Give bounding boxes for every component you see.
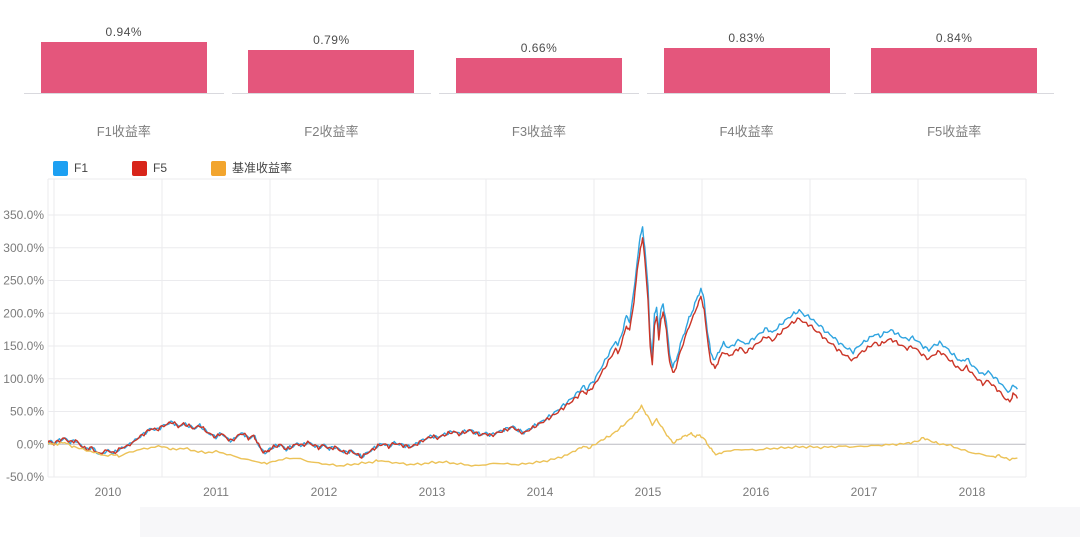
legend-label-f1: F1	[74, 161, 89, 175]
bar-panel: 0.84% F5收益率	[850, 0, 1058, 150]
legend-label-f5: F5	[153, 161, 168, 175]
x-axis-tick: 2010	[95, 485, 122, 499]
bar-panel: 0.83% F4收益率	[643, 0, 851, 150]
y-axis-tick: 200.0%	[3, 306, 44, 320]
legend-swatch-f5	[132, 161, 148, 176]
y-axis-tick: -50.0%	[6, 470, 44, 484]
bar-category-label: F3收益率	[511, 124, 567, 139]
y-axis-tick: 150.0%	[3, 339, 44, 353]
return-bar[interactable]	[455, 57, 622, 94]
y-axis-tick: 100.0%	[3, 372, 44, 386]
series-line-benchmark	[48, 404, 1018, 467]
bar-value-label: 0.79%	[313, 33, 350, 48]
bar-value-label: 0.84%	[935, 30, 973, 45]
bar-axis-line	[231, 93, 432, 94]
bar-axis-line	[854, 93, 1054, 94]
bar-panel: 0.79% F2收益率	[228, 0, 436, 150]
line-chart-legend: F1 F5 基准收益率	[53, 161, 336, 176]
bar-axis-line	[646, 93, 847, 94]
bottom-strip	[140, 507, 1080, 537]
y-axis-tick: 50.0%	[10, 405, 44, 419]
y-axis-tick: 250.0%	[3, 274, 44, 288]
x-axis-tick: 2013	[419, 485, 446, 499]
legend-swatch-f1	[53, 161, 68, 176]
bar-category-label: F5收益率	[927, 124, 982, 139]
bar-panel: 0.94% F1收益率	[20, 0, 228, 150]
bar-value-label: 0.66%	[520, 40, 558, 55]
return-bar[interactable]	[248, 50, 415, 94]
x-axis-tick: 2016	[743, 485, 770, 499]
series-line-f5	[48, 237, 1019, 459]
legend-item-f1[interactable]: F1	[53, 161, 88, 176]
return-bar[interactable]	[871, 47, 1038, 94]
bar-category-label: F1收益率	[96, 124, 151, 139]
y-axis-tick: 0.0%	[17, 437, 45, 451]
return-bar[interactable]	[663, 48, 830, 94]
return-bar[interactable]	[40, 42, 207, 94]
bar-value-label: 0.94%	[105, 25, 143, 40]
bar-axis-line	[439, 93, 639, 94]
bar-category-label: F2收益率	[304, 124, 359, 139]
legend-swatch-benchmark	[211, 161, 227, 176]
legend-label-benchmark: 基准收益率	[232, 161, 293, 175]
x-axis-tick: 2015	[635, 485, 662, 499]
x-axis-tick: 2014	[527, 485, 554, 499]
legend-item-f5[interactable]: F5	[132, 161, 167, 176]
x-axis-tick: 2012	[311, 485, 338, 499]
legend-item-benchmark[interactable]: 基准收益率	[211, 161, 292, 176]
x-axis-tick: 2017	[851, 485, 878, 499]
bar-category-label: F4收益率	[719, 124, 774, 139]
y-axis-tick: 300.0%	[3, 241, 44, 255]
y-axis-tick: 350.0%	[3, 208, 44, 222]
x-axis-tick: 2018	[959, 485, 986, 499]
bar-value-label: 0.83%	[728, 31, 765, 46]
bar-panel: 0.66% F3收益率	[435, 0, 643, 150]
x-axis-tick: 2011	[203, 485, 229, 499]
bar-axis-line	[24, 93, 224, 94]
line-chart: 350.0% 300.0% 250.0% 200.0% 150.0% 100.0% 50.0…	[3, 178, 1027, 499]
bar-chart-row: 0.94% F1收益率 0.79% F2收益率 0.66% F3收益率 0.83…	[20, 0, 1058, 150]
series-line-f1	[48, 226, 1018, 459]
